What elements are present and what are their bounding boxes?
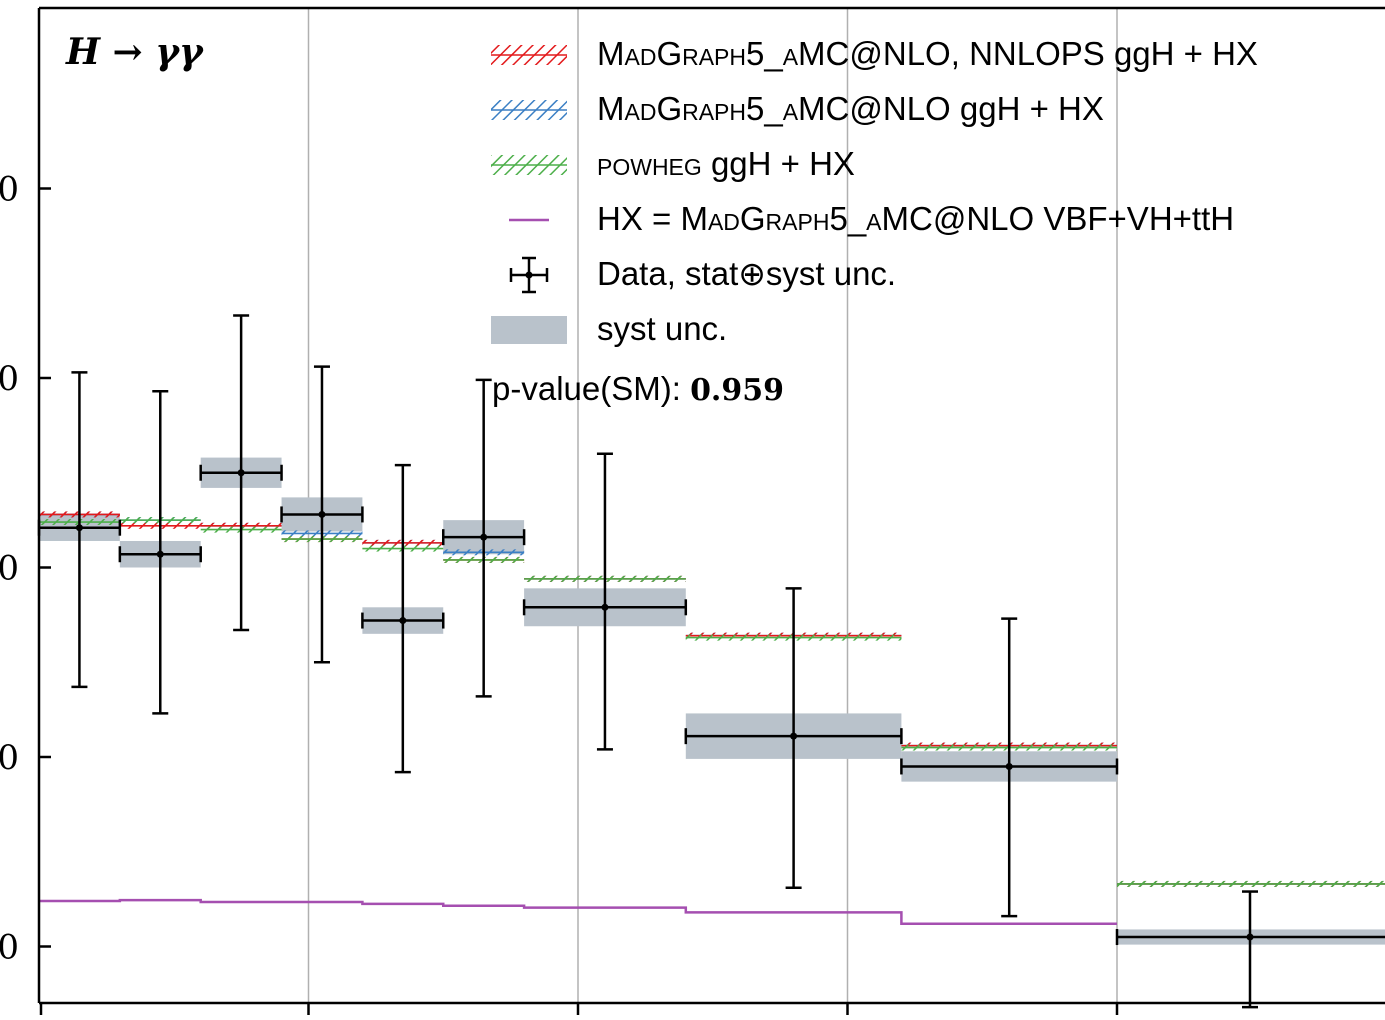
data-points [37, 314, 1385, 1009]
y-tick-label-1: 0 [0, 738, 19, 778]
data-point-bin-2 [118, 390, 202, 715]
legend-label-hx: HX = MadGraph5_aMC@NLO VBF+VH+ttH [597, 202, 1234, 235]
legend-swatch-powheg [491, 155, 567, 175]
data-marker [601, 603, 609, 611]
axes-frame: 0 0 0 0 0 [0, 6, 1385, 1015]
data-point-bin-3 [199, 314, 283, 632]
legend-label-mg5: MadGraph5_aMC@NLO ggH + HX [597, 92, 1104, 125]
data-point-bin-7 [522, 452, 688, 751]
legend-label-part: , NNLOPS ggH + HX [950, 35, 1258, 72]
data-marker [790, 732, 798, 740]
data-point-bin-9 [900, 617, 1119, 918]
y-tick-label-2: 0 [0, 549, 19, 589]
legend-swatch-data [509, 256, 549, 294]
data-point-bin-8 [684, 587, 903, 890]
syst-box [491, 316, 567, 344]
pvalue-label: p-value(SM): [492, 370, 691, 407]
data-marker [75, 524, 83, 532]
legend-label-nnlops: MadGraph5_aMC@NLO, NNLOPS ggH + HX [597, 37, 1258, 70]
data-point-bin-6 [442, 378, 526, 698]
data-marker [156, 550, 164, 558]
legend-label-part: ggH + HX [950, 90, 1104, 127]
y-tick-label-0: 0 [0, 928, 19, 968]
legend-label-powheg: powheg ggH + HX [597, 147, 855, 180]
legend-label-part: MadGraph5_aMC@NLO [597, 35, 951, 72]
legend-label-part: MadGraph5_aMC@NLO [597, 90, 951, 127]
data-marker [1005, 762, 1013, 770]
series-hx [39, 898, 1117, 926]
data-marker [318, 510, 326, 518]
data-point-bin-5 [361, 463, 445, 774]
legend-label-part: MadGraph5_aMC@NLO [680, 200, 1035, 237]
y-tick-label-3: 0 [0, 359, 19, 399]
legend-label-part: Data, stat⊕syst unc. [597, 255, 897, 292]
legend-label-part: syst unc. [597, 310, 728, 347]
data-point-bin-4 [280, 365, 364, 664]
pvalue-value: 0.959 [690, 373, 785, 408]
legend-label-part: HX = [597, 200, 681, 237]
data-marker [399, 617, 407, 625]
legend-swatch-syst [491, 316, 567, 344]
legend-label-part: powheg [597, 145, 702, 182]
data-marker [237, 469, 245, 477]
hx-step-line [39, 898, 1117, 926]
channel-annotation: H → γγ [66, 31, 203, 73]
legend-label-part: VBF+VH+ttH [1034, 200, 1235, 237]
legend-swatches [491, 45, 567, 344]
data-point-bin-10 [1115, 890, 1385, 1009]
legend-label-syst: syst unc. [597, 312, 727, 345]
legend-label-data: Data, stat⊕syst unc. [597, 257, 896, 290]
leg-marker [525, 271, 533, 279]
legend-label-part: ggH + HX [701, 145, 855, 182]
y-tick-label-4: 0 [0, 170, 19, 210]
legend-swatch-mg5 [491, 100, 567, 120]
data-marker [1246, 933, 1254, 941]
legend-swatch-nnlops [491, 45, 567, 65]
pvalue-annotation: p-value(SM): 0.959 [492, 372, 784, 406]
data-marker [480, 533, 488, 541]
